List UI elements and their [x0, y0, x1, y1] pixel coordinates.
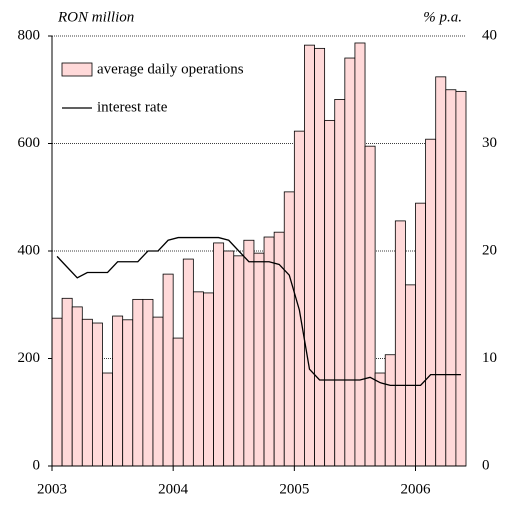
bar [162, 273, 174, 467]
bar [233, 255, 245, 467]
line [56, 236, 461, 387]
bar [142, 298, 154, 467]
y2-tick-label: 0 [482, 457, 490, 473]
bar [243, 239, 255, 467]
bar [112, 315, 124, 467]
y-tick-label: 0 [33, 457, 41, 473]
bar [61, 297, 73, 467]
y2-tick-label: 30 [482, 135, 497, 151]
bar [122, 319, 134, 467]
bar [263, 236, 275, 467]
bar [304, 44, 315, 467]
y2-tick-label: 40 [482, 27, 497, 43]
y2-axis-label: % p.a. [423, 9, 462, 25]
bar [405, 284, 416, 467]
bar [71, 306, 83, 467]
bar [334, 99, 346, 467]
x-tick-label: 2004 [158, 481, 189, 497]
y-tick-label: 200 [18, 350, 41, 366]
bar [213, 242, 225, 467]
bar [203, 292, 214, 467]
bar [324, 119, 336, 467]
bar [455, 90, 467, 467]
bar [253, 252, 265, 467]
x-tick-label: 2003 [37, 481, 67, 497]
bar [192, 291, 204, 467]
legend-label: interest rate [97, 99, 168, 115]
y-axis-label: RON million [57, 9, 134, 25]
bar [435, 76, 447, 467]
bar [51, 317, 63, 467]
bar [364, 145, 376, 467]
y2-tick-label: 10 [482, 350, 497, 366]
bar [172, 337, 184, 467]
bar [344, 57, 356, 467]
y2-tick-label: 20 [482, 242, 497, 258]
bar [152, 316, 164, 467]
legend-swatch [61, 62, 93, 77]
bar [102, 372, 113, 467]
legend-label: average daily operations [97, 61, 244, 77]
bar [445, 89, 457, 467]
x-tick-label: 2006 [401, 481, 432, 497]
bar [81, 318, 93, 467]
bar [91, 322, 103, 467]
y-tick-label: 400 [18, 242, 41, 258]
bar [314, 47, 326, 467]
bar [182, 258, 194, 467]
x-tick-label: 2005 [279, 481, 309, 497]
bar [384, 354, 396, 467]
y-tick-label: 600 [18, 135, 41, 151]
bar [394, 220, 406, 467]
bar [425, 138, 437, 467]
bar [374, 372, 386, 467]
bar [132, 298, 144, 467]
bar [354, 42, 366, 467]
bar [223, 250, 235, 467]
bar [415, 202, 427, 467]
y-tick-label: 800 [18, 27, 41, 43]
bar [283, 191, 295, 467]
